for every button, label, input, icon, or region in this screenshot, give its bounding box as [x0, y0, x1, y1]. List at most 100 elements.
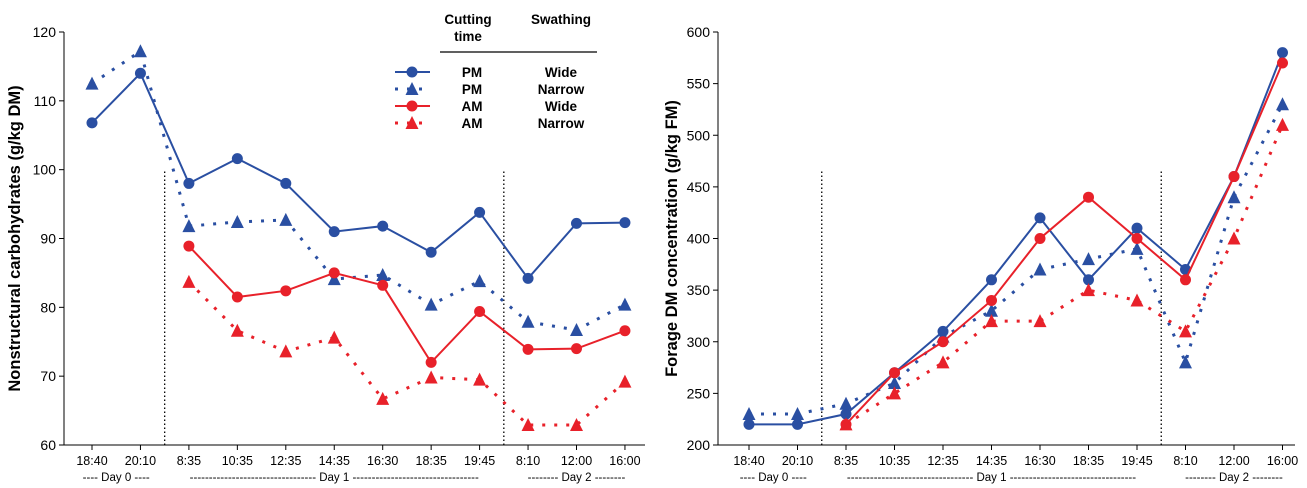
data-point — [1033, 262, 1047, 276]
legend-marker — [405, 116, 419, 129]
data-point — [986, 294, 997, 306]
data-point — [230, 323, 244, 337]
data-point — [840, 408, 852, 420]
data-point — [1179, 324, 1192, 338]
series-line-2 — [845, 62, 1284, 426]
data-point — [473, 372, 487, 386]
data-point — [376, 391, 390, 405]
y-tick-label: 70 — [40, 368, 56, 384]
legend-header-swathing: Swathing — [531, 12, 591, 27]
x-tick-label: 10:35 — [879, 454, 910, 468]
chart-nonstructural-carbohydrates: 60 70 80 90 100 110 120 18:40 20:10 8:35 10:35 12:3… — [6, 12, 645, 484]
legend-swathing: Wide — [545, 65, 578, 80]
data-point — [474, 305, 486, 317]
legend-cutting-time: AM — [462, 99, 483, 114]
y-tick-label: 450 — [687, 179, 711, 195]
x-tick-label: 10:35 — [222, 454, 253, 468]
y-tick-label: 600 — [687, 24, 711, 40]
data-point — [133, 44, 147, 58]
x-tick-label: 20:10 — [782, 454, 813, 468]
x-tick-label: 14:35 — [976, 454, 1007, 468]
data-point — [619, 217, 631, 229]
x-tick-label: 19:45 — [1121, 454, 1152, 468]
data-point — [1082, 283, 1095, 297]
data-point — [474, 206, 486, 218]
data-point — [182, 219, 196, 233]
y-tick-label: 250 — [687, 385, 711, 401]
legend-cutting-time: PM — [462, 65, 482, 80]
legend-marker — [406, 100, 418, 112]
day-label: --------------------------------- Day 1 … — [190, 472, 479, 484]
data-point — [521, 314, 535, 328]
series-line-0 — [749, 52, 1284, 426]
y-tick-label: 80 — [40, 299, 56, 315]
legend-swathing: Narrow — [538, 116, 585, 131]
y-tick-label: 350 — [687, 282, 711, 298]
y-tick-label: 550 — [687, 76, 711, 92]
data-point — [985, 314, 998, 328]
data-point — [1277, 47, 1288, 59]
data-point — [619, 325, 631, 337]
data-point — [791, 407, 804, 421]
data-point — [1131, 233, 1143, 244]
y-tick-label: 400 — [687, 231, 711, 247]
data-point — [1276, 117, 1289, 131]
data-point — [328, 267, 340, 279]
data-point — [231, 153, 243, 165]
x-tick-label: 8:35 — [834, 454, 858, 468]
data-point — [1130, 241, 1144, 255]
x-tick-label: 18:35 — [1073, 454, 1104, 468]
data-point — [839, 417, 853, 431]
data-point — [1082, 252, 1095, 266]
data-point — [522, 343, 534, 355]
data-point — [231, 291, 243, 303]
x-tick-label: 8:35 — [177, 454, 201, 468]
series-line-0 — [91, 71, 625, 281]
data-point — [1180, 274, 1191, 286]
data-point — [1034, 212, 1046, 224]
data-point — [183, 240, 195, 252]
data-point — [424, 370, 438, 384]
x-tick-label: 16:30 — [367, 454, 398, 468]
legend-marker — [405, 82, 419, 95]
data-point — [1130, 293, 1144, 307]
data-point — [85, 76, 99, 90]
series-line-3 — [187, 280, 626, 427]
x-tick-label: 14:35 — [319, 454, 350, 468]
data-point — [839, 396, 853, 410]
x-tick-label: 12:35 — [270, 454, 301, 468]
data-point — [1033, 314, 1047, 328]
x-tick-label: 19:45 — [464, 454, 495, 468]
data-point — [327, 330, 341, 344]
x-tick-label: 16:00 — [609, 454, 640, 468]
data-point — [1179, 355, 1192, 369]
data-point — [742, 407, 756, 421]
data-point — [424, 297, 438, 311]
data-point — [1228, 171, 1240, 183]
data-point — [279, 212, 293, 226]
data-point — [986, 274, 997, 286]
x-tick-label: 12:00 — [1218, 454, 1249, 468]
data-point — [985, 303, 998, 317]
data-point — [888, 386, 901, 400]
data-point — [473, 274, 487, 288]
chart-forage-dm-concentration: 200 250 300 350 400 450 500 550 600 18:40 20:10 8:3… — [663, 24, 1298, 484]
x-tick-label: 18:40 — [76, 454, 107, 468]
day-label: ---- Day 0 ---- — [83, 472, 150, 484]
x-tick-label: 18:35 — [416, 454, 447, 468]
data-point — [377, 279, 389, 291]
day-label: --------------------------------- Day 1 … — [847, 472, 1136, 484]
series-line-3 — [845, 124, 1284, 426]
data-point — [1034, 233, 1046, 244]
y-tick-label: 300 — [687, 334, 711, 350]
legend-swathing: Narrow — [538, 82, 585, 97]
y-axis-label: Forage DM concentration (g/kg FM) — [663, 100, 681, 377]
y-axis-label: Nonstructural carbohydrates (g/kg DM) — [6, 85, 24, 391]
series-line-1 — [749, 103, 1284, 416]
data-point — [280, 177, 292, 189]
day-label: -------- Day 2 -------- — [1185, 472, 1283, 484]
data-point — [134, 67, 146, 79]
data-point — [618, 297, 632, 311]
y-tick-label: 120 — [33, 24, 57, 40]
